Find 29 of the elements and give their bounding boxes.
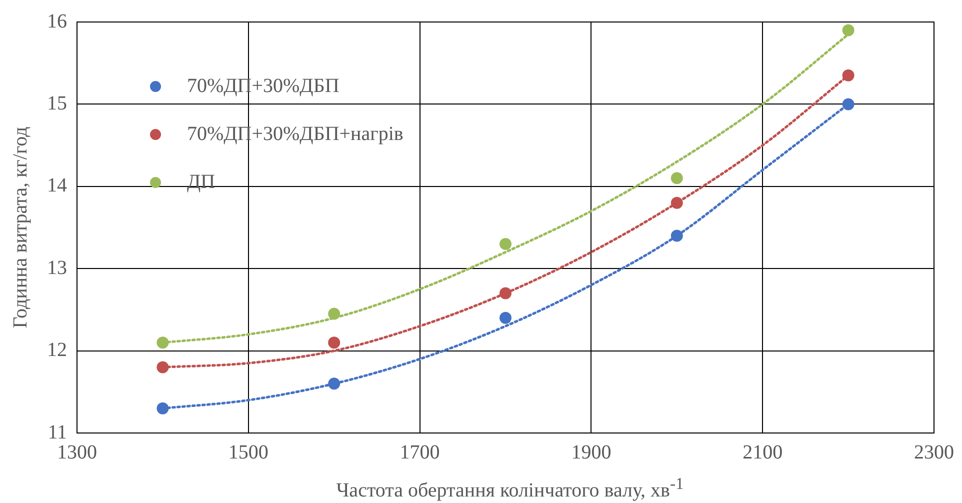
point bbox=[328, 308, 340, 320]
y-tick-label: 11 bbox=[48, 421, 67, 444]
y-tick-label: 13 bbox=[47, 256, 67, 279]
point bbox=[670, 230, 683, 242]
point bbox=[500, 238, 512, 250]
x-tick-label: 2100 bbox=[742, 441, 783, 464]
point bbox=[842, 69, 854, 82]
point bbox=[670, 172, 683, 184]
y-tick-label: 12 bbox=[47, 339, 67, 362]
point bbox=[156, 402, 169, 414]
x-tick-label: 2300 bbox=[914, 441, 954, 464]
x-tick-label: 1300 bbox=[57, 441, 97, 464]
point bbox=[842, 24, 854, 36]
point bbox=[156, 336, 169, 349]
y-axis-title: Годинна витрата, кг/год bbox=[9, 126, 32, 328]
point bbox=[328, 336, 340, 349]
x-tick-label: 1700 bbox=[400, 441, 440, 464]
y-tick-label: 15 bbox=[47, 92, 67, 114]
x-tick-label: 1900 bbox=[571, 441, 612, 464]
point bbox=[500, 287, 512, 300]
y-tick-label: 16 bbox=[47, 10, 67, 32]
x-tick-label: 1500 bbox=[228, 441, 268, 464]
point bbox=[670, 196, 683, 209]
y-tick-label: 14 bbox=[47, 174, 67, 197]
point bbox=[156, 361, 169, 374]
x-axis-title: Частота обертання колінчатого валу, хв$^{-1}$ bbox=[335, 474, 685, 503]
point bbox=[842, 98, 854, 110]
point bbox=[328, 378, 340, 390]
point bbox=[500, 312, 512, 324]
